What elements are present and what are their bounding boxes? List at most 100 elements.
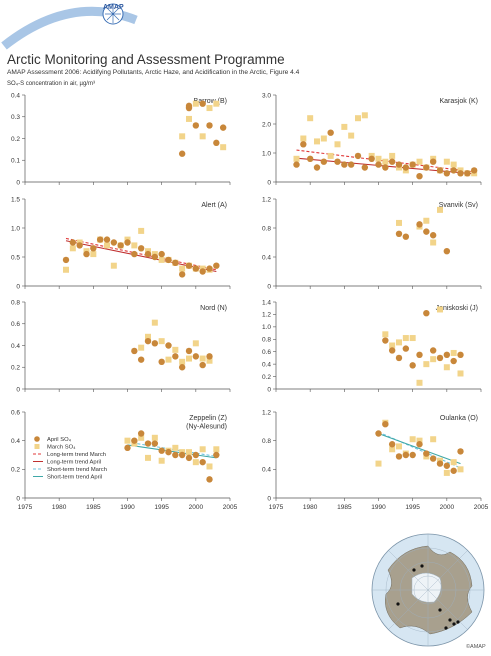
march-point	[396, 339, 402, 346]
april-point	[423, 309, 430, 317]
march-point	[382, 331, 389, 338]
april-point	[395, 354, 403, 362]
april-point	[423, 228, 430, 235]
march-point	[334, 141, 341, 148]
march-point	[206, 357, 213, 364]
march-point	[375, 155, 382, 162]
april-point	[450, 467, 457, 474]
march-point	[158, 256, 165, 263]
april-point	[457, 351, 464, 359]
march-point	[450, 349, 457, 356]
april-point	[137, 430, 145, 437]
april-point	[185, 262, 193, 269]
march-point	[389, 446, 396, 453]
april-point	[300, 141, 307, 148]
april-point	[178, 271, 186, 278]
april-point	[131, 347, 138, 355]
march-point	[402, 335, 409, 342]
april-point	[151, 440, 159, 447]
april-point	[409, 161, 416, 168]
april-point	[347, 161, 355, 168]
april-point	[151, 253, 159, 261]
unit-label: SO₄-S concentration in air, µg/m³	[7, 81, 95, 87]
logo-globe-icon	[102, 3, 124, 25]
x-tick-label: 2005	[474, 504, 489, 511]
arctic-map	[371, 533, 485, 647]
april-point	[199, 361, 206, 369]
april-point	[131, 250, 138, 258]
march-point	[145, 333, 151, 340]
april-point	[172, 353, 179, 360]
march-point	[314, 138, 320, 145]
april-point	[388, 158, 396, 165]
march-point	[131, 242, 138, 249]
april-point	[165, 256, 172, 264]
april-point	[144, 250, 152, 258]
march-point	[138, 344, 145, 351]
april-point	[192, 122, 200, 129]
april-point	[62, 256, 70, 264]
april-point	[206, 353, 213, 360]
march-point	[443, 364, 450, 371]
chart-panel-5: 0 0.2 0.4 0.6 0.8 1.0 1.2 1.4 Janiskoski (J)	[262, 299, 482, 393]
x-tick-label: 2000	[189, 504, 204, 511]
april-point	[416, 173, 423, 180]
april-point	[429, 232, 437, 239]
trend-shorttrend_april	[378, 432, 461, 465]
y-tick-label: 0.2	[11, 136, 20, 143]
x-tick-label: 1975	[18, 504, 33, 511]
april-point	[192, 353, 200, 360]
credit-text: ©AMAP	[466, 644, 486, 650]
march-point	[355, 115, 361, 122]
april-point	[199, 458, 206, 466]
y-tick-label: 1.0	[11, 225, 20, 232]
april-point	[341, 161, 348, 168]
chart-panel-6: 0 0.2 0.4 0.6 1975 1980 1985 1990 1995 2000 2005 Ze…	[11, 409, 238, 511]
april-point	[443, 170, 451, 177]
map-gridlines	[372, 534, 484, 646]
y-tick-label: 0.5	[11, 254, 20, 261]
y-tick-label: 0.8	[262, 337, 271, 344]
april-point	[192, 265, 200, 272]
march-point	[430, 436, 437, 443]
y-tick-label: 0.6	[262, 349, 271, 356]
march-point	[186, 449, 192, 456]
april-point	[368, 155, 375, 162]
y-tick-label: 0.6	[11, 321, 20, 328]
april-point	[395, 161, 403, 168]
march-point	[213, 446, 220, 453]
x-tick-label: 1985	[86, 504, 101, 511]
april-point	[192, 451, 200, 459]
april-point	[206, 122, 213, 129]
march-point	[158, 338, 165, 345]
page-subtitle: AMAP Assessment 2006: Acidifying Polluta…	[7, 69, 300, 76]
y-tick-label: 0.4	[262, 254, 271, 261]
y-tick-label: 2.0	[262, 121, 271, 128]
april-point	[375, 161, 382, 168]
april-point	[402, 164, 410, 171]
march-point	[327, 152, 334, 159]
march-point	[409, 436, 416, 443]
y-tick-label: 1.2	[262, 312, 271, 319]
march-point	[416, 158, 423, 165]
march-point	[361, 112, 368, 119]
march-point	[186, 355, 192, 362]
april-point	[151, 340, 159, 347]
april-point	[137, 245, 145, 252]
march-point	[457, 370, 464, 377]
chart-panel-7: 0 0.4 0.8 1.2 1975 1980 1985 1990 1995 2000 2005 Ou…	[262, 409, 489, 511]
april-point	[395, 453, 403, 460]
april-point	[361, 164, 369, 171]
april-point	[117, 242, 124, 249]
april-point	[96, 236, 104, 243]
march-point	[423, 361, 430, 368]
y-tick-label: 1.2	[262, 409, 271, 416]
april-point	[450, 167, 457, 174]
march-point	[199, 446, 206, 453]
x-tick-label: 1995	[154, 504, 169, 511]
march-point	[396, 443, 402, 450]
march-point	[382, 158, 389, 165]
april-point	[185, 347, 193, 355]
